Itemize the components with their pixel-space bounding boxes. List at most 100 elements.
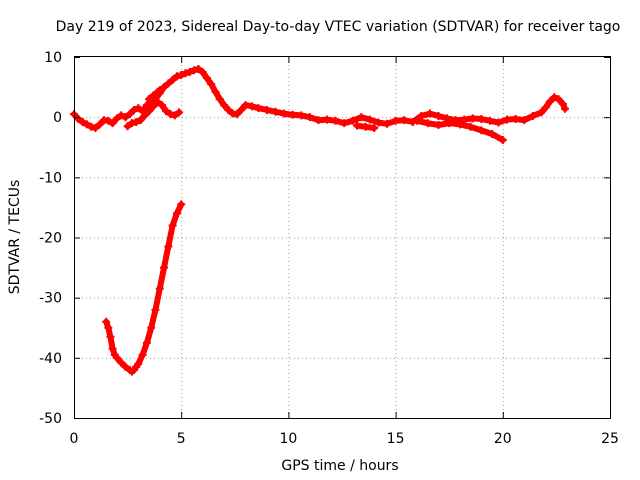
data-point	[164, 242, 173, 251]
data-point	[149, 91, 158, 100]
data-point	[151, 305, 160, 314]
data-point	[445, 119, 454, 128]
data-point	[117, 111, 126, 120]
data-point	[147, 323, 156, 332]
data-point	[108, 344, 117, 353]
data-point	[400, 116, 409, 125]
chart-title: Day 219 of 2023, Sidereal Day-to-day VTE…	[56, 19, 621, 35]
y-tick-label: -40	[39, 351, 62, 367]
series-main	[70, 65, 569, 132]
data-point	[123, 122, 132, 131]
data-point	[466, 122, 475, 131]
data-point	[190, 66, 199, 75]
data-point	[142, 338, 151, 347]
data-point	[181, 69, 190, 78]
data-point	[102, 317, 111, 326]
data-point	[162, 107, 171, 116]
series-branch-d	[353, 121, 379, 132]
data-point	[142, 101, 151, 110]
data-point	[153, 98, 162, 107]
data-point	[417, 111, 426, 120]
y-axis-label: SDTVAR / TECUs	[7, 180, 23, 295]
data-point	[370, 123, 379, 132]
data-point	[155, 86, 164, 95]
data-point	[108, 119, 117, 128]
data-point	[172, 209, 181, 218]
data-point	[558, 99, 567, 108]
data-point	[434, 120, 443, 129]
x-axis-label: GPS time / hours	[281, 458, 398, 474]
data-point	[211, 87, 220, 96]
y-tick-label: -50	[39, 411, 62, 427]
data-point	[241, 101, 250, 110]
y-tick-label: -20	[39, 231, 62, 247]
data-point	[488, 130, 497, 139]
data-point	[468, 114, 477, 123]
y-tick-label: -10	[39, 170, 62, 186]
data-point	[157, 101, 166, 110]
data-points	[70, 65, 569, 376]
data-point	[82, 120, 91, 129]
data-point	[511, 114, 520, 123]
data-point	[477, 114, 486, 123]
data-point	[130, 105, 139, 114]
data-point	[485, 116, 494, 125]
data-point	[78, 117, 87, 126]
data-point	[104, 116, 113, 125]
data-point	[121, 362, 130, 371]
data-point	[423, 119, 432, 128]
data-point	[254, 104, 263, 113]
data-point	[560, 104, 569, 113]
data-point	[455, 120, 464, 129]
series-branch-a	[123, 98, 184, 131]
data-point	[391, 116, 400, 125]
data-point	[172, 72, 181, 81]
data-point	[477, 126, 486, 135]
data-point	[365, 115, 374, 124]
data-point	[374, 118, 383, 127]
data-point	[541, 103, 550, 112]
axis-ticks: 0 5 10 15 20 25 -50 -40 -30 -20 -10 0 10	[39, 50, 619, 447]
data-point	[194, 65, 203, 74]
data-point	[87, 122, 96, 131]
data-point	[177, 200, 186, 209]
data-point	[220, 101, 229, 110]
grid	[74, 57, 610, 418]
data-point	[237, 105, 246, 114]
data-point	[297, 111, 306, 120]
x-tick-label: 20	[494, 431, 512, 447]
data-point	[168, 221, 177, 230]
data-point	[117, 358, 126, 367]
data-point	[331, 116, 340, 125]
data-point	[232, 110, 241, 119]
data-point	[160, 83, 169, 92]
data-point	[125, 110, 134, 119]
series-branch-c	[413, 116, 507, 145]
data-point	[314, 116, 323, 125]
data-point	[322, 115, 331, 124]
data-point	[149, 102, 158, 111]
x-tick-label: 0	[70, 431, 79, 447]
data-point	[545, 97, 554, 106]
data-point	[177, 71, 186, 80]
data-point	[170, 111, 179, 120]
data-point	[112, 114, 121, 123]
y-tick-label: 10	[44, 50, 62, 66]
data-point	[121, 113, 130, 122]
data-point	[155, 284, 164, 293]
data-point	[185, 68, 194, 77]
data-point	[215, 95, 224, 104]
data-point	[112, 353, 121, 362]
data-point	[528, 111, 537, 120]
data-point	[537, 108, 546, 117]
data-point	[280, 109, 289, 118]
data-point	[383, 119, 392, 128]
data-point	[91, 123, 100, 132]
data-point	[164, 79, 173, 88]
data-point	[207, 80, 216, 89]
data-point	[554, 95, 563, 104]
x-tick-label: 5	[177, 431, 186, 447]
data-point	[460, 115, 469, 124]
data-point	[106, 332, 115, 341]
